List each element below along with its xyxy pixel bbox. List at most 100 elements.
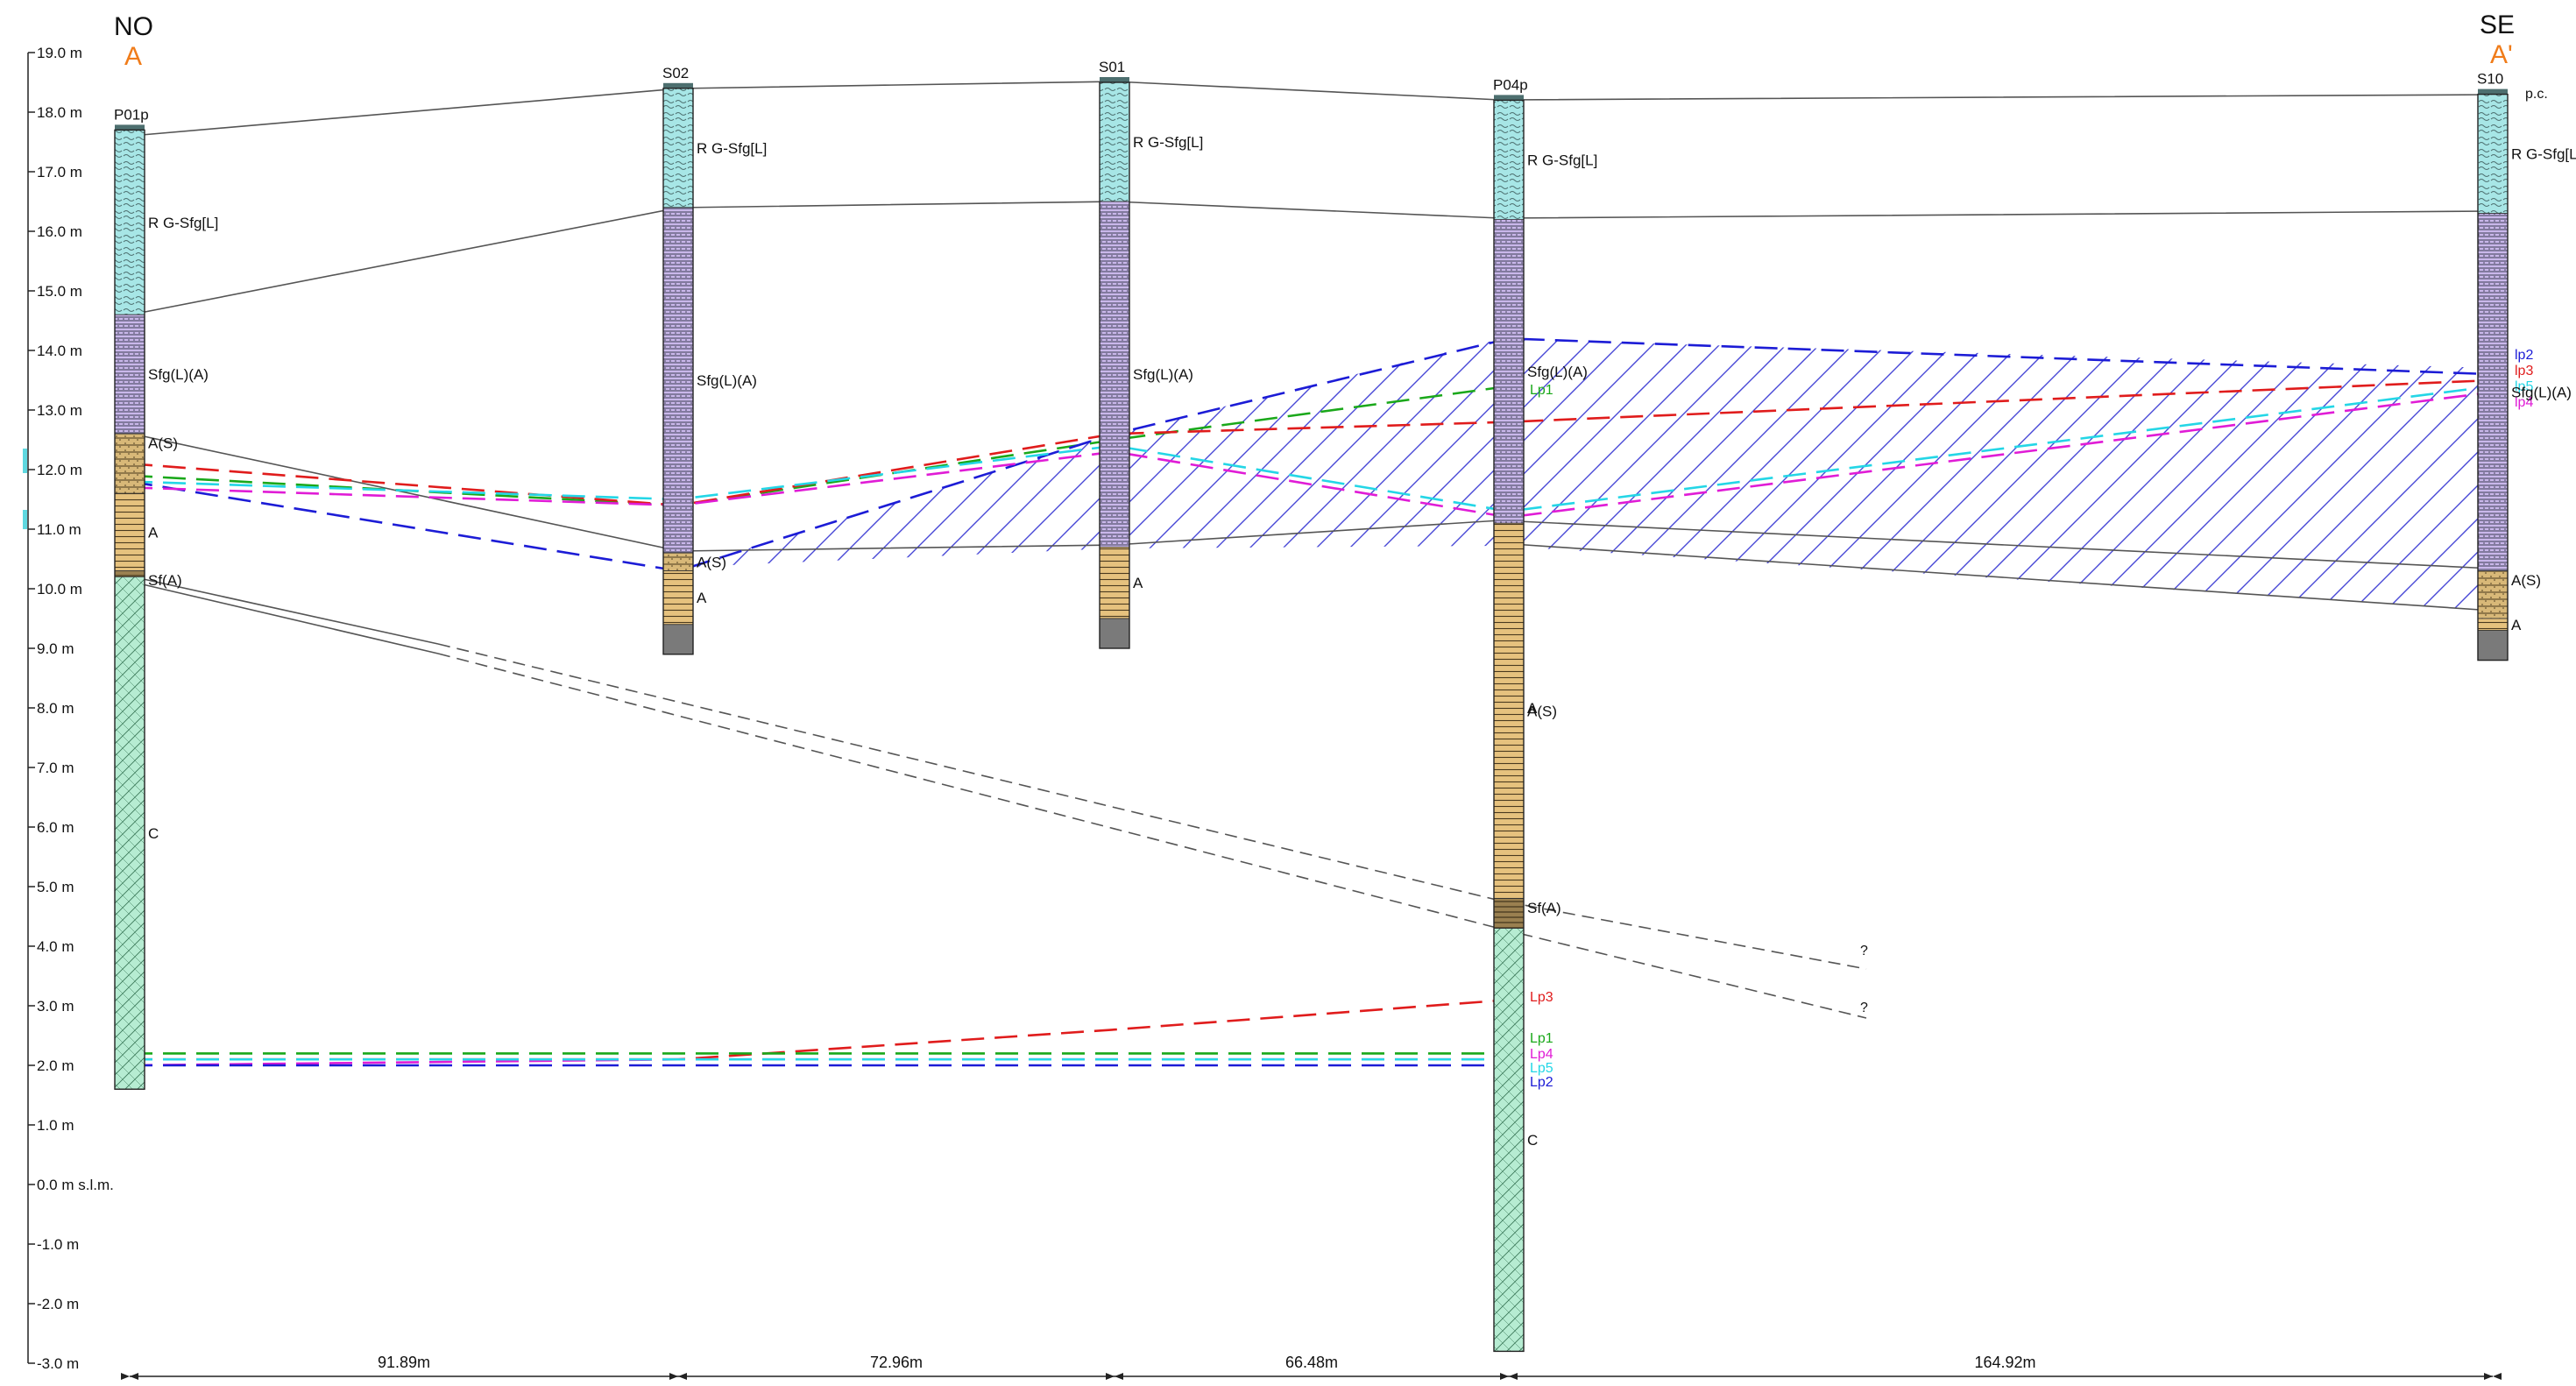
borehole-P04p: P04p R G-Sfg[L] Sfg(L)(A) A(S)A Sf(A) C	[1493, 76, 1597, 1353]
water-level-label: lp3	[2515, 364, 2533, 378]
borehole-S10: S10 R G-Sfg[L] Sfg(L)(A) A(S) A	[2477, 71, 2576, 661]
layer-G	[2477, 630, 2509, 661]
borehole-name: P01p	[114, 106, 149, 123]
axis-tick-label: 2.0 m	[37, 1057, 74, 1074]
direction-label-left: NO	[114, 12, 153, 41]
section-label-left: A	[124, 42, 142, 71]
rg-base-line	[131, 201, 2494, 315]
axis-tick-label: 4.0 m	[37, 938, 74, 955]
layer-label: R G-Sfg[L]	[1133, 134, 1203, 151]
layer-SfA	[1493, 898, 1525, 929]
water-level-deep-label: Lp4	[1530, 1047, 1553, 1062]
axis-tick-label: 19.0 m	[37, 45, 82, 61]
axis-tick-label: 14.0 m	[37, 343, 82, 359]
section-label-right: A'	[2490, 40, 2513, 69]
layer-RG	[662, 88, 694, 209]
borehole-name: S02	[662, 65, 689, 81]
layer-label: Sf(A)	[148, 572, 182, 589]
layer-RG	[1099, 81, 1130, 202]
borehole-name: P04p	[1493, 76, 1528, 93]
layer-SfgLA	[1099, 201, 1130, 548]
axis-tick-label: 13.0 m	[37, 402, 82, 419]
axis-tick-label: 12.0 m	[37, 462, 82, 478]
layer-label: A(S)	[697, 554, 726, 570]
water-level-deep-lp3	[130, 998, 1510, 1061]
distance-label: 91.89m	[378, 1354, 430, 1371]
water-level-lp4	[129, 391, 2494, 519]
layer-label: A	[2511, 617, 2522, 633]
layer-G	[1099, 618, 1130, 649]
borehole-outline	[1493, 99, 1525, 1353]
axis-tick-label: 17.0 m	[37, 164, 82, 180]
sf-base-line	[131, 581, 439, 654]
axis-tick-label: 8.0 m	[37, 700, 74, 717]
distance-arrow	[130, 1373, 138, 1380]
layer-C	[114, 576, 145, 1090]
ground-surface-line	[131, 81, 2494, 137]
layer-label: R G-Sfg[L]	[697, 140, 767, 157]
distance-label: 66.48m	[1285, 1354, 1338, 1371]
borehole-cap	[663, 82, 693, 88]
sf-base-dashed	[437, 653, 1867, 1019]
layer-label: A	[1133, 575, 1143, 591]
borehole-P01p: P01p R G-Sfg[L] Sfg(L)(A) A(S) A Sf(A) C	[114, 106, 218, 1090]
layer-label: A(S)	[148, 435, 178, 451]
layer-label: A(S)	[1527, 703, 1557, 719]
axis-tick-label: 15.0 m	[37, 283, 82, 300]
axis-tick-label: -2.0 m	[37, 1296, 79, 1312]
axis-marker	[23, 449, 27, 473]
layer-A	[1493, 522, 1525, 900]
distance-arrow	[2484, 1373, 2493, 1380]
layer-SfgLA	[662, 207, 694, 554]
sf-top-dashed	[437, 643, 1867, 970]
layer-label: R G-Sfg[L]	[1527, 152, 1597, 168]
axis-tick-label: 9.0 m	[37, 640, 74, 657]
axis-tick-label: -1.0 m	[37, 1236, 79, 1253]
layer-label: A(S)	[2511, 572, 2541, 589]
distance-label: 164.92m	[1975, 1354, 2036, 1371]
borehole-cap	[115, 124, 145, 131]
layer-G	[662, 624, 694, 655]
layer-A	[1099, 547, 1130, 619]
distance-arrow	[1509, 1373, 1518, 1380]
layer-label: Sfg(L)(A)	[1133, 366, 1193, 383]
axis-tick-label: 10.0 m	[37, 581, 82, 598]
unknown-mark-lower: ?	[1860, 1001, 1868, 1015]
unknown-mark-upper: ?	[1860, 944, 1868, 958]
layer-label: C	[148, 825, 159, 842]
water-level-label: Lp1	[1530, 383, 1553, 398]
layer-label: Sfg(L)(A)	[148, 366, 209, 383]
axis-tick-label: 0.0 m s.l.m.	[37, 1177, 114, 1193]
hatched-saturated-zone	[690, 339, 2493, 611]
elevation-axis: 19.0 m 18.0 m 17.0 m 16.0 m 15.0 m 14.0 m 13.0…	[23, 45, 114, 1372]
water-level-label: lp5	[2515, 379, 2533, 394]
ground-level-label: p.c.	[2525, 87, 2548, 102]
layer-RG	[1493, 100, 1525, 220]
water-level-label: lp4	[2515, 395, 2533, 410]
distance-arrow	[1500, 1373, 1509, 1380]
distance-arrow	[1106, 1373, 1115, 1380]
axis-tick-label: 1.0 m	[37, 1117, 74, 1134]
axis-tick-label: 11.0 m	[37, 521, 81, 538]
borehole-outline	[1099, 81, 1130, 649]
layer-label: R G-Sfg[L]	[2511, 146, 2576, 163]
borehole-outline	[114, 129, 145, 1090]
borehole-cap	[1494, 95, 1524, 101]
layer-AS	[2477, 570, 2509, 619]
layer-label: A	[148, 524, 159, 541]
layer-SfgLA	[1493, 218, 1525, 524]
axis-tick-label: 3.0 m	[37, 998, 74, 1015]
water-level-lp5	[129, 385, 2494, 513]
as-base-line-s10	[1499, 542, 2494, 612]
borehole-S01: S01 R G-Sfg[L] Sfg(L)(A) A	[1099, 59, 1203, 649]
water-level-deep-label: Lp1	[1530, 1031, 1553, 1046]
borehole-outline	[2477, 93, 2509, 661]
sf-top-line	[131, 576, 439, 645]
layer-label: R G-Sfg[L]	[148, 215, 218, 231]
borehole-outline	[662, 88, 694, 655]
layer-label: Sfg(L)(A)	[697, 372, 757, 389]
layer-SfA	[114, 570, 145, 577]
water-level-deep-label: Lp2	[1530, 1075, 1553, 1090]
